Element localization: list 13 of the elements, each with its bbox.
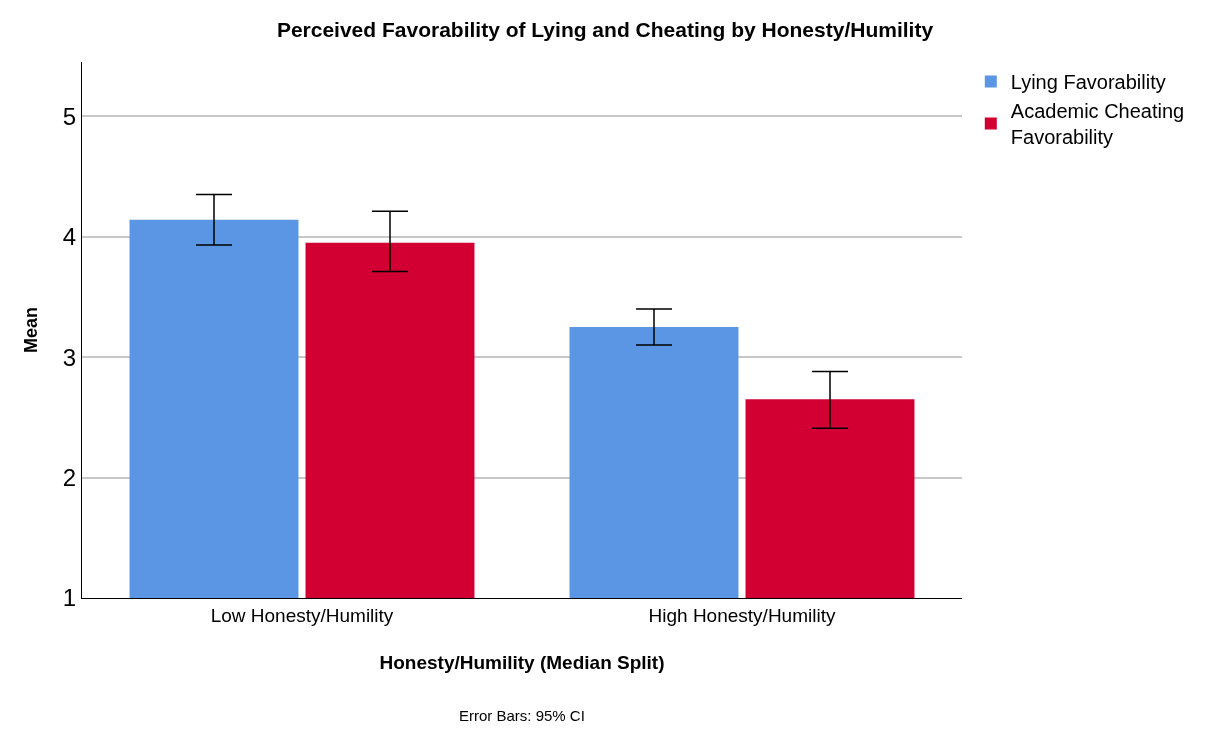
legend-label: Lying Favorability [1010,71,1166,94]
legend-label: Academic Cheating Favorability [1010,100,1185,149]
y-axis-title: Mean [21,306,42,354]
y-tick-label: 2 [62,463,77,491]
y-tick-label: 5 [62,102,77,130]
x-axis-title: Honesty/Humility (Median Split) [379,651,665,673]
x-tick-label: High Honesty/Humility [648,604,836,626]
text: Error Bars: 95% CI [459,707,585,724]
chart-title: Perceived Favorability of Lying and Cheating by Honesty/Humility [276,17,934,41]
y-tick-label: 4 [62,223,77,251]
y-tick-label: 3 [62,343,77,371]
x-tick-label: Low Honesty/Humility [210,604,394,626]
y-tick-label: 1 [62,584,77,612]
